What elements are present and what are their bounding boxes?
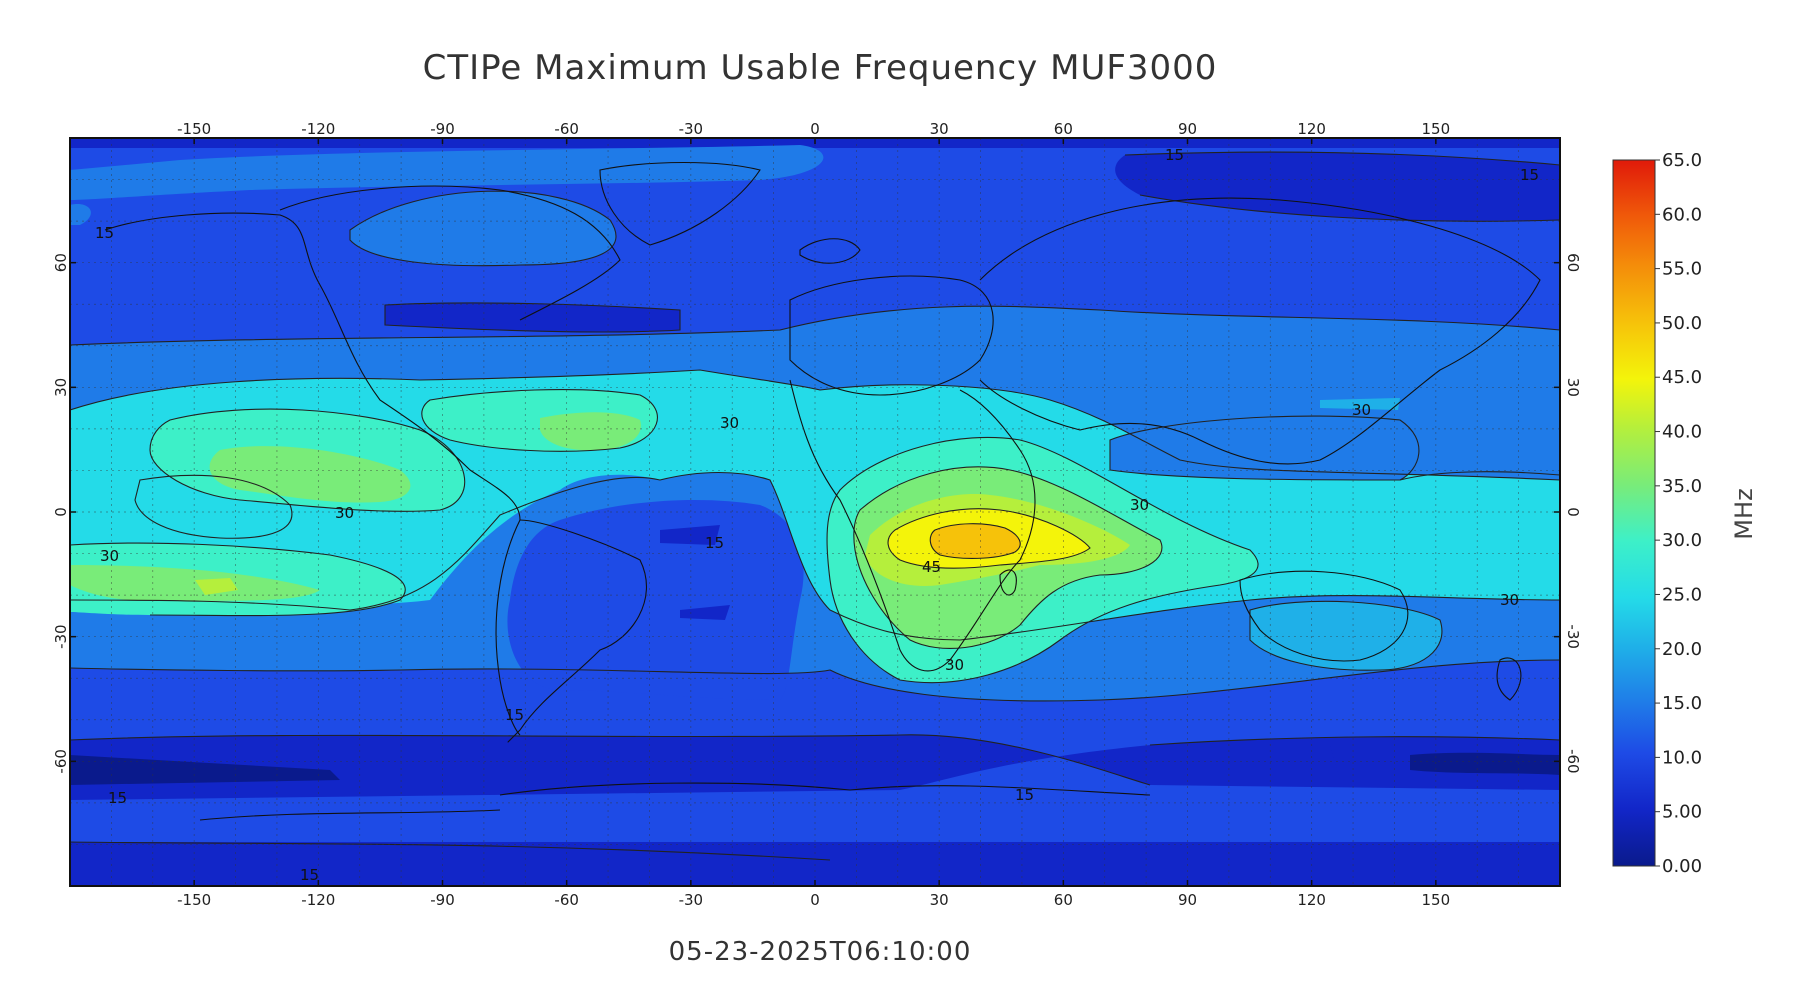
colorbar-tick-label: 55.0 xyxy=(1662,259,1702,280)
contour-label: 30 xyxy=(335,504,354,522)
lon-tick-label-bottom: 90 xyxy=(1178,891,1197,909)
contour-label: 15 xyxy=(505,706,524,724)
chart-title: CTIPe Maximum Usable Frequency MUF3000 xyxy=(422,48,1218,88)
timestamp: 05-23-2025T06:10:00 xyxy=(668,937,972,967)
colorbar-tick-label: 25.0 xyxy=(1662,584,1702,605)
colorbar-tick-label: 40.0 xyxy=(1662,422,1702,443)
colorbar-tick-label: 60.0 xyxy=(1662,204,1702,225)
lat-tick-label-left: 30 xyxy=(52,378,70,397)
contour-label: 15 xyxy=(1165,146,1184,164)
colorbar-tick-label: 35.0 xyxy=(1662,476,1702,497)
contour-field: 15 15 15 15 15 15 15 15 30 30 30 30 30 3… xyxy=(70,138,1560,886)
lat-tick-label-right: 30 xyxy=(1564,378,1582,397)
lon-tick-label-top: 30 xyxy=(930,120,949,138)
colorbar-tick-label: 10.0 xyxy=(1662,747,1702,768)
colorbar-tick-label: 5.00 xyxy=(1662,802,1702,823)
colorbar-tick-label: 15.0 xyxy=(1662,693,1702,714)
lat-tick-label-left: 0 xyxy=(52,507,70,517)
lon-tick-label-bottom: -30 xyxy=(679,891,704,909)
colorbar-labels: 0.00 5.00 10.0 15.0 20.0 25.0 30.0 35.0 40.0 45.0… xyxy=(1655,150,1702,877)
colorbar-scale xyxy=(1612,159,1656,867)
lon-tick-label-top: -90 xyxy=(430,120,455,138)
lon-tick-label-top: -120 xyxy=(301,120,335,138)
lon-tick-label-top: 150 xyxy=(1422,120,1451,138)
graticule xyxy=(70,138,1560,886)
colorbar-unit: MHz xyxy=(1730,488,1758,539)
colorbar-tick-label: 30.0 xyxy=(1662,530,1702,551)
contour-labels: 15 15 15 15 15 15 15 15 30 30 30 30 30 3… xyxy=(95,146,1539,884)
contour-label: 30 xyxy=(945,656,964,674)
colorbar-tick-label: 20.0 xyxy=(1662,639,1702,660)
contour-label: 45 xyxy=(922,558,941,576)
lon-tick-label-bottom: -120 xyxy=(301,891,335,909)
colorbar: 0.00 5.00 10.0 15.0 20.0 25.0 30.0 35.0 40.0 45.0… xyxy=(1612,150,1758,877)
colorbar-tick-label: 65.0 xyxy=(1662,150,1702,171)
lon-tick-label-bottom: 30 xyxy=(930,891,949,909)
lat-tick-label-right: 60 xyxy=(1564,253,1582,272)
contour-label: 30 xyxy=(720,414,739,432)
contour-label: 15 xyxy=(1520,166,1539,184)
colorbar-tick-label: 0.00 xyxy=(1662,856,1702,877)
contour-label: 15 xyxy=(1015,786,1034,804)
axis-labels: -150 -150 -120 -120 -90 -90 -60 -60 -30 -30 0 0 30 30… xyxy=(52,120,1582,909)
lon-tick-label-top: -150 xyxy=(177,120,211,138)
colorbar-tick-label: 50.0 xyxy=(1662,313,1702,334)
lon-tick-label-bottom: -60 xyxy=(554,891,579,909)
lon-tick-label-bottom: 60 xyxy=(1054,891,1073,909)
lon-tick-label-top: 0 xyxy=(810,120,820,138)
lon-tick-label-bottom: 0 xyxy=(810,891,820,909)
lon-tick-label-top: 90 xyxy=(1178,120,1197,138)
lat-tick-label-right: 0 xyxy=(1564,507,1582,517)
lat-tick-label-left: 60 xyxy=(52,253,70,272)
contour-label: 15 xyxy=(300,866,319,884)
lat-tick-label-right: -30 xyxy=(1564,624,1582,649)
lat-tick-label-right: -60 xyxy=(1564,749,1582,774)
contour-label: 30 xyxy=(1352,401,1371,419)
lon-tick-label-bottom: 150 xyxy=(1422,891,1451,909)
contour-label: 30 xyxy=(1130,496,1149,514)
colorbar-tick-label: 45.0 xyxy=(1662,367,1702,388)
lon-tick-label-top: -60 xyxy=(554,120,579,138)
lat-tick-label-left: -30 xyxy=(52,624,70,649)
contour-label: 15 xyxy=(705,534,724,552)
contour-label: 15 xyxy=(95,224,114,242)
contour-label: 15 xyxy=(108,789,127,807)
lon-tick-label-top: -30 xyxy=(679,120,704,138)
contour-lines xyxy=(70,151,1560,861)
contour-label: 30 xyxy=(100,547,119,565)
lon-tick-label-bottom: 120 xyxy=(1297,891,1326,909)
lon-tick-label-top: 120 xyxy=(1297,120,1326,138)
contour-label: 30 xyxy=(1500,591,1519,609)
lon-tick-label-top: 60 xyxy=(1054,120,1073,138)
lon-tick-label-bottom: -90 xyxy=(430,891,455,909)
coastlines xyxy=(104,161,1541,821)
lat-tick-label-left: -60 xyxy=(52,749,70,774)
lon-tick-label-bottom: -150 xyxy=(177,891,211,909)
